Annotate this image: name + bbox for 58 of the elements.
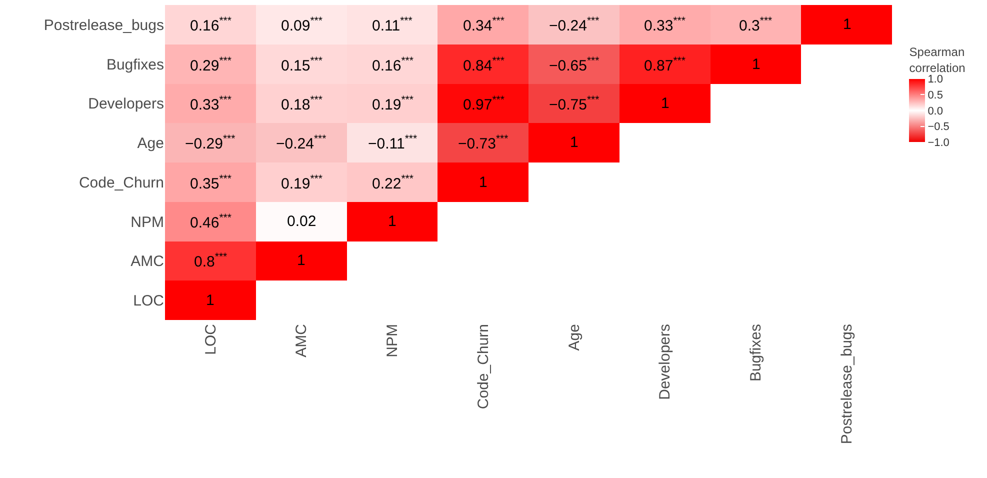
data-label: −0.65$^{***}$ [549,55,600,74]
data-label: 1 [206,292,214,309]
data-label: 0.18$^{***}$ [281,94,322,114]
data-label: 1 [479,174,488,191]
data-label: 0.33$^{***}$ [190,94,232,114]
x-tick-label: NPM [384,324,402,358]
y-tick-label: Developers [88,96,164,113]
data-label: −0.75$^{***}$ [549,94,600,114]
data-label: −0.24$^{***}$ [549,15,600,34]
color-bar-label: 0.0 [928,105,943,118]
data-label: 0.19$^{***}$ [281,173,322,192]
x-tick-label: LOC [202,324,220,355]
x-tick-label: Age [566,324,583,351]
data-label: 0.15$^{***}$ [281,55,322,74]
x-tick-label: AMC [293,324,310,358]
data-label: 0.29$^{***}$ [190,55,232,74]
y-tick-label: Postrelease_bugs [44,16,164,34]
x-tick-label: Code_Churn [474,324,492,410]
data-label: 0.34$^{***}$ [463,15,504,34]
data-label: 0.16$^{***}$ [372,55,414,74]
data-label: 0.46$^{***}$ [190,212,232,232]
color-bar-label: 0.5 [928,90,943,102]
data-label: 0.35$^{***}$ [190,173,232,192]
data-label: 0.3$^{***}$ [739,15,772,34]
data-label: 0.16$^{***}$ [190,15,232,34]
data-label: 1 [570,134,578,151]
data-label: −0.11$^{***}$ [368,133,418,152]
x-tick-label: Postrelease_bugs [838,324,856,444]
color-bar-label: −0.5 [928,121,950,134]
y-tick-label: Age [137,135,164,152]
data-label: 0.11$^{***}$ [372,15,412,34]
data-label: 0.09$^{***}$ [281,15,322,34]
data-label: 1 [297,252,306,269]
data-label: 0.84$^{***}$ [463,55,504,74]
data-label: 0.8$^{***}$ [194,251,228,270]
data-label: 0.97$^{***}$ [463,94,504,114]
color-bar-label: 1.0 [928,74,943,86]
y-tick-label: AMC [130,253,164,270]
data-label: 0.87$^{***}$ [644,55,686,74]
y-tick-label: NPM [130,214,164,231]
data-label: −0.73$^{***}$ [458,133,508,152]
y-tick-label: Bugfixes [106,56,164,74]
data-label: 1 [661,95,670,112]
data-label: 1 [752,56,760,73]
x-tick-label: Bugfixes [748,324,765,382]
y-tick-label: LOC [133,292,164,310]
data-label: 1 [388,213,396,230]
data-label: 0.02 [287,213,316,230]
y-tick-label: Code_Churn [78,174,164,192]
color-bar-title: Spearman correlation [909,45,966,75]
data-label: 0.19$^{***}$ [372,94,414,114]
data-label: −0.29$^{***}$ [185,133,236,152]
data-label: 0.22$^{***}$ [372,173,414,192]
color-bar-label: −1.0 [928,137,950,150]
data-label: 1 [843,16,852,33]
x-tick-label: Developers [656,324,674,400]
data-label: −0.24$^{***}$ [276,133,326,152]
data-label: 0.33$^{***}$ [644,15,686,34]
